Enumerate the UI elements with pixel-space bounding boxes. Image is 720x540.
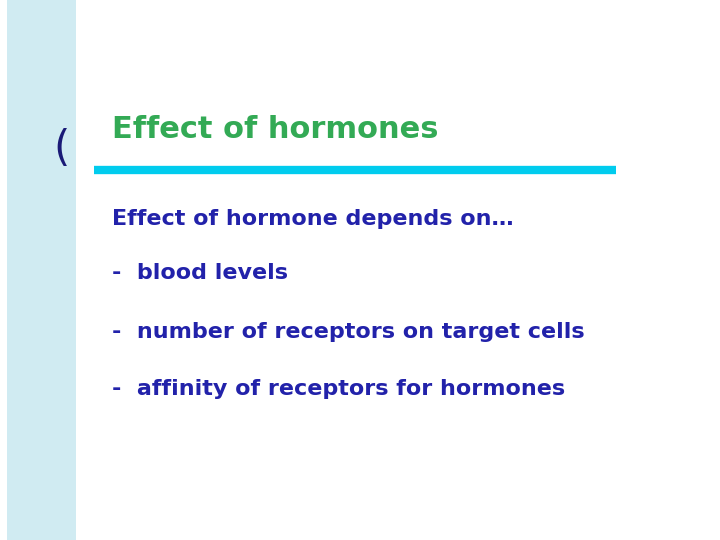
Text: -  affinity of receptors for hormones: - affinity of receptors for hormones [112, 379, 564, 399]
Text: (: ( [53, 127, 69, 170]
Text: -  blood levels: - blood levels [112, 262, 287, 283]
Text: Effect of hormones: Effect of hormones [112, 115, 438, 144]
Text: -  number of receptors on target cells: - number of receptors on target cells [112, 322, 584, 342]
Text: Effect of hormone depends on…: Effect of hormone depends on… [112, 208, 513, 229]
FancyBboxPatch shape [7, 0, 76, 540]
